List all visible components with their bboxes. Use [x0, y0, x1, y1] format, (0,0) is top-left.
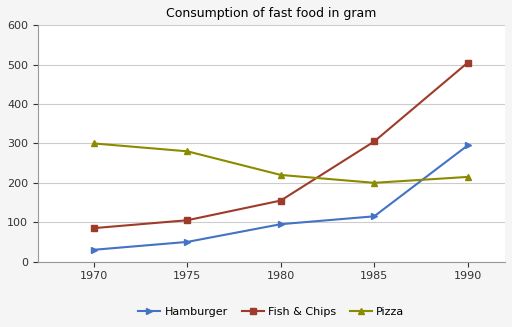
- Hamburger: [464, 144, 471, 147]
- Fish & Chips: [464, 61, 471, 65]
- Hamburger: [91, 248, 97, 252]
- Hamburger: [184, 240, 190, 244]
- Pizza: [278, 173, 284, 177]
- Line: Fish & Chips: Fish & Chips: [91, 59, 471, 232]
- Fish & Chips: [278, 198, 284, 202]
- Hamburger: [278, 222, 284, 226]
- Legend: Hamburger, Fish & Chips, Pizza: Hamburger, Fish & Chips, Pizza: [134, 302, 409, 321]
- Fish & Chips: [184, 218, 190, 222]
- Pizza: [184, 149, 190, 153]
- Pizza: [464, 175, 471, 179]
- Hamburger: [371, 214, 377, 218]
- Pizza: [371, 181, 377, 185]
- Fish & Chips: [91, 226, 97, 230]
- Title: Consumption of fast food in gram: Consumption of fast food in gram: [166, 7, 377, 20]
- Line: Pizza: Pizza: [91, 140, 471, 186]
- Fish & Chips: [371, 140, 377, 144]
- Pizza: [91, 142, 97, 146]
- Line: Hamburger: Hamburger: [91, 142, 471, 253]
